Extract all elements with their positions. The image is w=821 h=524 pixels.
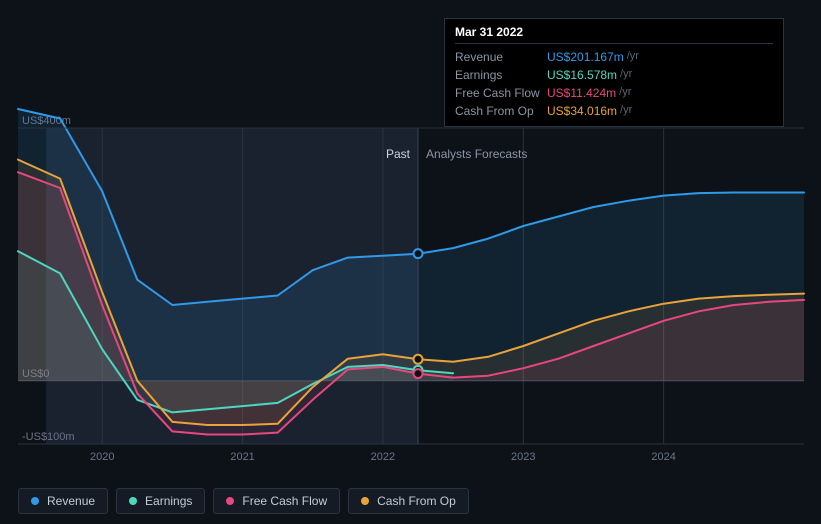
legend-item-label: Free Cash Flow xyxy=(242,494,327,508)
tooltip-row-value: US$11.424m xyxy=(547,86,616,100)
x-axis-label: 2020 xyxy=(90,451,114,463)
tooltip-row-value: US$34.016m xyxy=(547,104,617,118)
x-axis-label: 2021 xyxy=(230,451,254,463)
legend-item-cfo[interactable]: Cash From Op xyxy=(348,488,469,514)
chart-tooltip: Mar 31 2022 RevenueUS$201.167m/yrEarning… xyxy=(444,18,784,127)
legend-item-earnings[interactable]: Earnings xyxy=(116,488,205,514)
y-axis-label: -US$100m xyxy=(22,431,75,443)
legend-item-revenue[interactable]: Revenue xyxy=(18,488,108,514)
x-axis-label: 2022 xyxy=(371,451,395,463)
legend-dot-icon xyxy=(226,497,234,505)
tooltip-row-label: Free Cash Flow xyxy=(455,86,547,100)
marker-dot-fcf[interactable] xyxy=(414,369,423,378)
legend-dot-icon xyxy=(361,497,369,505)
tooltip-row-value: US$201.167m xyxy=(547,50,624,64)
legend-item-label: Cash From Op xyxy=(377,494,456,508)
legend-item-fcf[interactable]: Free Cash Flow xyxy=(213,488,340,514)
legend-item-label: Revenue xyxy=(47,494,95,508)
tooltip-row-value: US$16.578m xyxy=(547,68,617,82)
chart-legend: Revenue Earnings Free Cash Flow Cash From O… xyxy=(18,488,469,514)
tooltip-row-unit: /yr xyxy=(620,68,632,82)
x-axis-label: 2023 xyxy=(511,451,535,463)
legend-dot-icon xyxy=(129,497,137,505)
tooltip-row-unit: /yr xyxy=(627,50,639,64)
tooltip-row-label: Cash From Op xyxy=(455,104,547,118)
tooltip-row-unit: /yr xyxy=(620,104,632,118)
tooltip-row: Free Cash FlowUS$11.424m/yr xyxy=(455,84,773,102)
tooltip-row-label: Revenue xyxy=(455,50,547,64)
financials-chart: US$400mUS$0-US$100m20202021202220232024P… xyxy=(0,0,821,524)
tooltip-row: EarningsUS$16.578m/yr xyxy=(455,66,773,84)
marker-dot-revenue[interactable] xyxy=(414,249,423,258)
tooltip-row-unit: /yr xyxy=(619,86,631,100)
tooltip-row: RevenueUS$201.167m/yr xyxy=(455,48,773,66)
legend-item-label: Earnings xyxy=(145,494,192,508)
tooltip-title: Mar 31 2022 xyxy=(455,25,773,44)
tooltip-row-label: Earnings xyxy=(455,68,547,82)
x-axis-label: 2024 xyxy=(651,451,675,463)
legend-dot-icon xyxy=(31,497,39,505)
past-section-label: Past xyxy=(386,147,411,161)
marker-dot-cfo[interactable] xyxy=(414,355,423,364)
tooltip-row: Cash From OpUS$34.016m/yr xyxy=(455,102,773,120)
forecast-section-label: Analysts Forecasts xyxy=(426,147,527,161)
